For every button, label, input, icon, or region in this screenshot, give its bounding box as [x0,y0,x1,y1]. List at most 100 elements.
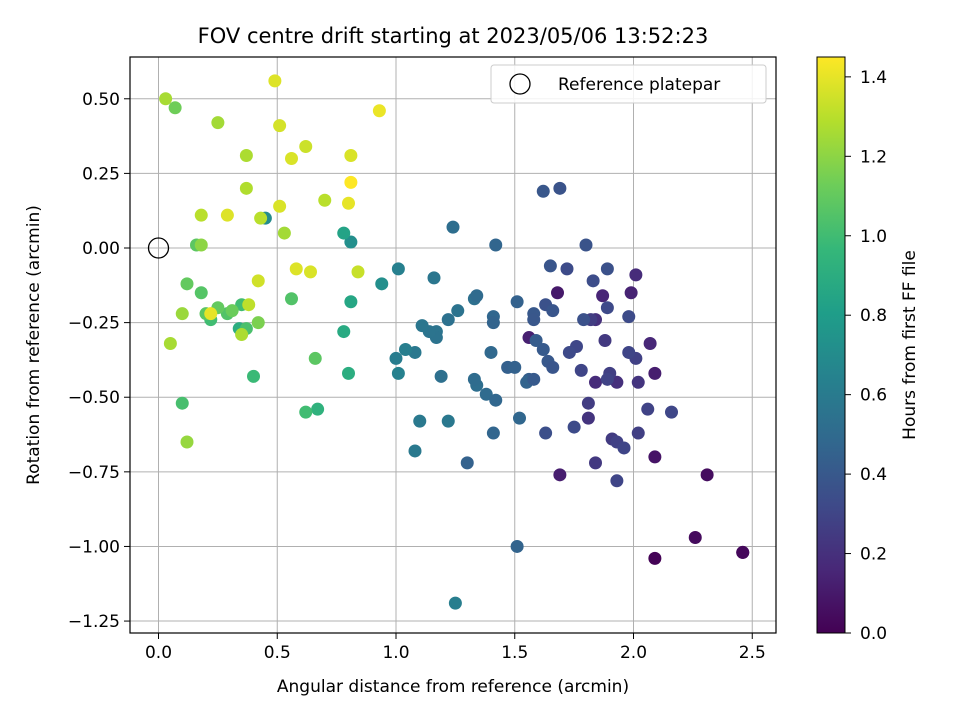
data-point [194,286,208,300]
data-point [622,310,636,324]
data-point [277,226,291,240]
colorbar-tick-label: 0.2 [860,545,887,565]
data-point [163,337,177,351]
data-point [434,369,448,383]
plot-frame [129,56,777,634]
x-axis-label: Angular distance from reference (arcmin) [277,677,629,697]
data-point [551,286,564,300]
data-point [211,116,225,130]
data-point [342,366,355,380]
data-point [567,420,581,434]
legend-box [490,64,767,104]
data-point [441,313,455,327]
data-point [589,375,602,389]
data-point [285,292,298,306]
data-point [175,307,189,321]
data-point [508,360,522,374]
data-point [389,351,403,365]
x-tick-label: 1.0 [382,643,409,663]
data-point [484,345,498,359]
colorbar-label: Hours from first FF file [900,250,920,440]
data-point [460,456,474,470]
y-tick-label: −1.00 [68,537,120,557]
data-point [581,411,595,425]
data-point [299,140,313,154]
data-point [543,259,557,273]
data-point [311,402,325,416]
data-point [486,426,500,440]
data-point [631,426,645,440]
colorbar-tick-label: 0.6 [860,386,887,406]
data-point [318,193,332,207]
data-point [180,435,194,449]
data-point [560,262,574,276]
data-point [337,325,351,339]
data-point [375,277,389,291]
data-point [600,301,614,315]
data-point [304,265,317,279]
data-point [448,596,462,610]
data-point [489,393,503,407]
data-point [344,295,358,309]
y-tick-label: 0.25 [82,164,120,184]
data-point [629,268,643,282]
data-point [168,101,182,115]
data-point [467,372,481,386]
data-point [235,328,249,342]
data-point [451,304,465,318]
legend-marker-icon [509,73,531,95]
data-point [441,414,455,428]
data-point [175,396,189,410]
y-tick-label: −0.50 [68,388,120,408]
legend: Reference platepar [490,64,767,104]
data-point [581,396,595,410]
data-point [536,342,550,356]
data-point [446,220,460,234]
data-point [344,175,358,189]
data-point [631,375,645,389]
x-axis-ticks: 0.0 0.5 1.0 1.5 2.0 2.5 [145,633,766,663]
data-point [247,369,260,383]
data-point [546,304,560,318]
data-point [598,334,612,348]
legend-label: Reference platepar [558,75,720,95]
data-point [536,184,550,198]
data-point [289,262,303,276]
data-point [251,316,265,330]
data-point [610,474,624,488]
data-point [553,468,567,482]
data-point [273,119,287,133]
data-point [665,405,678,419]
reference-marker-layer [147,237,170,259]
data-point [579,238,593,252]
data-point [413,414,427,428]
data-point [225,304,239,318]
data-point [427,271,441,285]
data-point [527,372,541,386]
data-point [586,274,600,288]
colorbar-tick-label: 0.4 [860,465,887,485]
colorbar-tick-label: 1.4 [860,68,887,88]
chart-title: FOV centre drift starting at 2023/05/06 … [198,24,709,48]
y-tick-label: 0.50 [82,90,120,110]
data-point [529,334,543,348]
colorbar-tick-label: 1.2 [860,147,887,167]
data-point [546,360,560,374]
data-point [513,411,526,425]
data-point [344,148,358,162]
data-point [242,298,256,312]
x-tick-label: 1.5 [501,643,528,663]
grid-lines [130,57,776,633]
data-point [527,313,541,327]
data-point [470,289,484,303]
data-point [577,313,591,327]
data-point [204,307,218,321]
data-point [408,444,422,458]
data-point [486,316,500,330]
data-point [220,208,234,222]
y-axis-label: Rotation from reference (arcmin) [24,205,44,485]
data-point [159,92,173,106]
data-point [641,402,655,416]
y-tick-label: −1.25 [68,612,120,632]
data-point [600,372,614,386]
